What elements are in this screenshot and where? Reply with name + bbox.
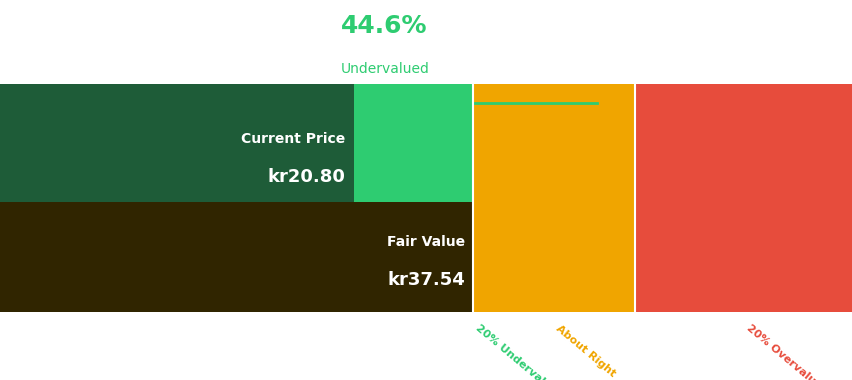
Text: Fair Value: Fair Value <box>386 235 464 249</box>
Text: 44.6%: 44.6% <box>341 14 427 38</box>
Text: 20% Overvalued: 20% Overvalued <box>743 323 827 380</box>
Bar <box>0 202 473 312</box>
Bar <box>0 84 473 312</box>
Bar <box>0 84 354 225</box>
Text: 20% Undervalued: 20% Undervalued <box>473 323 563 380</box>
Text: kr37.54: kr37.54 <box>387 271 464 289</box>
Bar <box>473 84 635 312</box>
Text: Current Price: Current Price <box>241 132 345 146</box>
Text: Undervalued: Undervalued <box>341 62 429 76</box>
Text: kr20.80: kr20.80 <box>268 168 345 186</box>
Bar <box>635 84 852 312</box>
Text: About Right: About Right <box>554 323 617 378</box>
